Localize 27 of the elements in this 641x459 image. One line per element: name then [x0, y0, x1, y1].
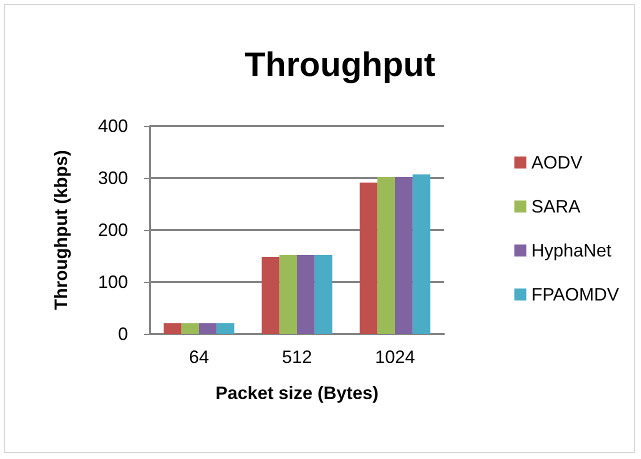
bar	[181, 323, 199, 334]
bar	[164, 323, 182, 334]
y-tick-label: 200	[98, 220, 128, 240]
bar	[216, 323, 234, 334]
bar	[412, 174, 430, 334]
legend-label: SARA	[531, 196, 580, 216]
bar	[377, 176, 395, 334]
legend-label: HyphaNet	[531, 240, 612, 260]
chart-title: Throughput	[244, 46, 436, 84]
y-tick-label: 0	[118, 324, 128, 344]
bar	[279, 254, 297, 334]
bar	[314, 254, 332, 334]
x-axis-title: Packet size (Bytes)	[215, 383, 379, 403]
bar	[395, 176, 413, 334]
y-tick-label: 100	[98, 272, 128, 292]
bar	[262, 257, 280, 334]
y-axis-title: Throughput (kbps)	[51, 150, 71, 310]
bar	[297, 254, 315, 334]
bar	[199, 323, 217, 334]
x-tick-label: 512	[282, 347, 312, 367]
legend-label: FPAOMDV	[531, 284, 619, 304]
x-tick-label: 64	[188, 347, 210, 367]
x-tick-label: 1024	[374, 347, 416, 367]
y-tick-label: 300	[98, 168, 128, 188]
bar	[360, 182, 378, 334]
y-tick-label: 400	[98, 116, 128, 136]
legend-label: AODV	[531, 152, 582, 172]
